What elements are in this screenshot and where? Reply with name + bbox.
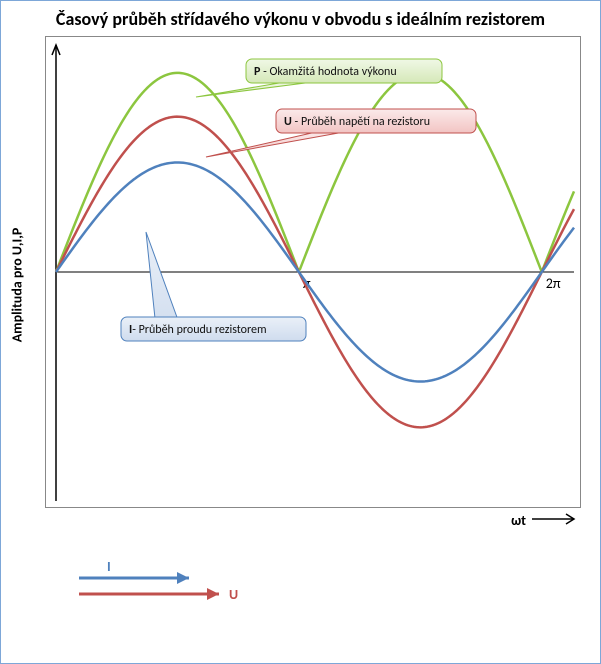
y-axis-label: Amplituda pro U,I,P [9,227,26,342]
svg-text:I- Průběh proudu rezistorem: I- Průběh proudu rezistorem [129,323,267,337]
phasor-legend: I U [75,564,596,608]
plot-area: Amplituda pro U,I,P π2πP - Okamžitá hodn… [45,36,586,534]
svg-text:P - Okamžitá hodnota výkonu: P - Okamžitá hodnota výkonu [254,65,397,79]
svg-text:U - Průběh napětí na rezistoru: U - Průběh napětí na rezistoru [284,115,430,129]
legend-label-u: U [229,586,238,603]
figure-card: Časový průběh střídavého výkonu v obvodu… [0,0,601,664]
svg-text:2π: 2π [546,275,561,292]
figure-title: Časový průběh střídavého výkonu v obvodu… [5,9,596,30]
x-axis-arrow-icon [530,512,580,526]
legend-label-i: I [107,558,111,575]
chart-svg: π2πP - Okamžitá hodnota výkonuU - Průběh… [45,36,581,508]
x-axis-label: ωt [511,512,526,529]
